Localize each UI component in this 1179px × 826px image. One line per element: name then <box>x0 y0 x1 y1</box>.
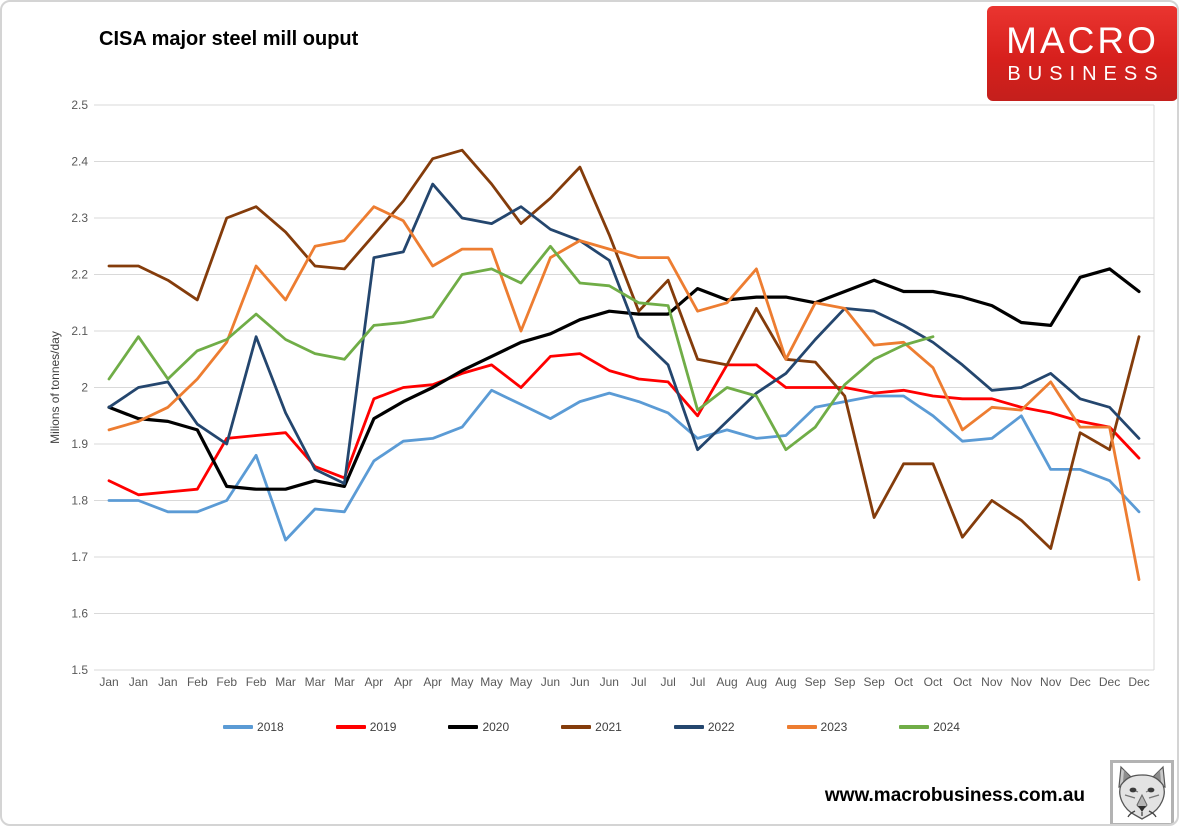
x-tick-label: Jul <box>660 675 675 689</box>
y-tick-label: 1.6 <box>71 607 88 621</box>
x-tick-label: May <box>451 675 474 689</box>
series-line-2023 <box>107 205 1141 581</box>
logo-text-business: BUSINESS <box>1007 62 1165 85</box>
x-tick-label: Oct <box>953 675 972 689</box>
x-tick-label: Dec <box>1099 675 1120 689</box>
x-tick-label: Mar <box>305 675 326 689</box>
x-tick-label: Apr <box>394 675 413 689</box>
logo-text-macro: MACRO <box>1006 19 1159 61</box>
x-tick-label: Mar <box>334 675 355 689</box>
x-tick-label: Jul <box>690 675 705 689</box>
gridlines <box>94 104 1154 671</box>
y-tick-label: 2.5 <box>71 98 88 112</box>
legend-swatch-2021 <box>561 725 592 729</box>
wolf-sketch-icon <box>1110 760 1174 824</box>
legend-label: 2024 <box>933 720 960 734</box>
legend-swatch-2019 <box>335 725 366 729</box>
legend-label: 2023 <box>820 720 848 734</box>
x-tick-label: Feb <box>187 675 208 689</box>
x-tick-label: Dec <box>1069 675 1090 689</box>
x-tick-label: Jan <box>99 675 118 689</box>
y-axis-title: Milions of tonnes/day <box>48 331 62 444</box>
x-tick-label: Jun <box>600 675 619 689</box>
x-tick-label: Oct <box>924 675 943 689</box>
legend-item-2023: 2023 <box>786 720 848 734</box>
series-line-2021 <box>107 148 1141 550</box>
chart-title: CISA major steel mill ouput <box>99 28 359 50</box>
x-tick-label: Nov <box>981 675 1002 689</box>
legend-swatch-2018 <box>223 725 254 729</box>
x-tick-label: Jan <box>129 675 148 689</box>
x-tick-label: Feb <box>216 675 237 689</box>
y-tick-label: 1.8 <box>71 494 88 508</box>
series-line-2022 <box>107 182 1141 485</box>
legend-swatch-2022 <box>673 725 704 729</box>
y-tick-label: 1.9 <box>71 437 88 451</box>
legend-item-2022: 2022 <box>673 720 735 734</box>
y-tick-label: 2.1 <box>71 324 88 338</box>
x-tick-label: Jan <box>158 675 177 689</box>
x-tick-label: Feb <box>246 675 267 689</box>
chart-legend: 2018 2019 2020 2021 2022 2023 2024 <box>2 720 1177 734</box>
legend-item-2024: 2024 <box>899 720 960 734</box>
legend-swatch-2023 <box>786 725 817 729</box>
y-tick-label: 2.2 <box>71 268 88 282</box>
legend-label: 2022 <box>707 720 735 734</box>
x-tick-label: Sep <box>834 675 856 689</box>
x-tick-label: Jul <box>631 675 646 689</box>
macrobusiness-logo: MACRO BUSINESS <box>987 6 1177 101</box>
wolf-face-drawing <box>1118 765 1166 820</box>
x-tick-label: Jun <box>541 675 560 689</box>
legend-swatch-2024 <box>899 725 930 729</box>
x-tick-label: Mar <box>275 675 296 689</box>
y-tick-label: 2.4 <box>71 155 88 169</box>
x-tick-label: Dec <box>1128 675 1149 689</box>
x-tick-label: Aug <box>716 675 737 689</box>
y-axis-tick-labels: 2.5 2.4 2.3 2.2 2.1 2 1.9 1.8 1.7 1.6 1.5 <box>71 98 88 677</box>
x-tick-label: Nov <box>1040 675 1061 689</box>
x-tick-label: May <box>480 675 503 689</box>
y-tick-label: 1.5 <box>71 663 88 677</box>
legend-item-2019: 2019 <box>335 720 397 734</box>
x-tick-label: Oct <box>894 675 913 689</box>
y-tick-label: 2 <box>81 381 88 395</box>
x-tick-label: Jun <box>570 675 589 689</box>
legend-item-2020: 2020 <box>448 720 509 734</box>
series-line-2024 <box>107 244 935 452</box>
legend-label: 2018 <box>257 720 284 734</box>
x-tick-label: Nov <box>1011 675 1032 689</box>
legend-label: 2021 <box>595 720 622 734</box>
legend-item-2021: 2021 <box>561 720 622 734</box>
x-tick-label: Apr <box>365 675 384 689</box>
series-line-2020 <box>107 267 1141 491</box>
y-tick-label: 1.7 <box>71 550 88 564</box>
x-tick-label: Aug <box>746 675 767 689</box>
x-tick-label: Sep <box>863 675 885 689</box>
x-tick-label: Apr <box>423 675 442 689</box>
x-tick-label: Sep <box>805 675 827 689</box>
x-tick-label: Aug <box>775 675 796 689</box>
legend-label: 2020 <box>482 720 510 734</box>
x-axis-tick-labels: Jan Jan Jan Feb Feb Feb Mar Mar Mar Apr Apr Apr May M… <box>99 675 1149 689</box>
y-tick-label: 2.3 <box>71 211 88 225</box>
website-url: www.macrobusiness.com.au <box>824 785 1085 806</box>
x-tick-label: May <box>510 675 533 689</box>
series-line-2018 <box>107 388 1141 542</box>
series-line-2019 <box>107 352 1141 497</box>
legend-swatch-2020 <box>448 725 479 729</box>
legend-label: 2019 <box>369 720 397 734</box>
legend-item-2018: 2018 <box>223 720 284 734</box>
